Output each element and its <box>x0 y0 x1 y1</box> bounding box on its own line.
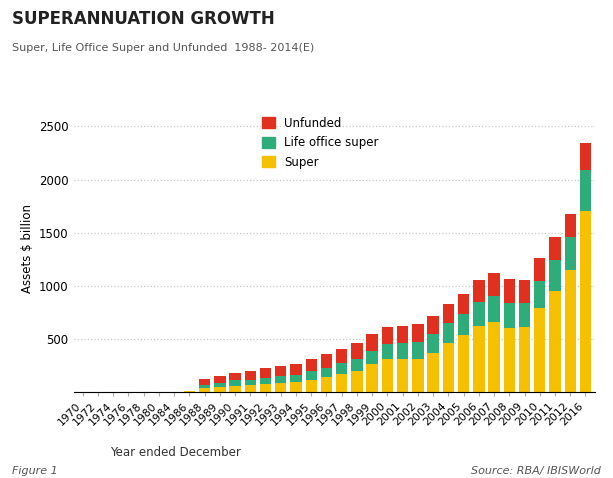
Bar <box>260 378 271 384</box>
Bar <box>397 343 408 359</box>
Bar <box>351 343 363 358</box>
Bar <box>321 377 332 392</box>
Bar <box>291 375 302 382</box>
Text: Figure 1: Figure 1 <box>12 466 58 476</box>
Bar <box>519 327 530 392</box>
Bar <box>199 388 210 392</box>
Bar <box>549 237 561 261</box>
Bar <box>367 350 378 364</box>
Bar <box>503 303 515 328</box>
Bar <box>245 385 256 392</box>
Bar <box>245 380 256 385</box>
Bar <box>291 364 302 375</box>
Bar <box>351 358 363 371</box>
Bar <box>305 371 317 380</box>
Text: Year ended December: Year ended December <box>110 446 241 459</box>
Bar <box>214 387 226 392</box>
Bar <box>305 359 317 371</box>
Bar <box>458 314 470 335</box>
Bar <box>427 316 439 335</box>
Bar <box>412 325 424 342</box>
Bar <box>382 326 393 344</box>
Bar <box>534 281 546 308</box>
Y-axis label: Assets $ billion: Assets $ billion <box>20 204 34 293</box>
Bar <box>229 386 241 392</box>
Bar <box>580 143 591 170</box>
Bar <box>305 380 317 392</box>
Bar <box>367 334 378 350</box>
Bar <box>351 371 363 392</box>
Bar <box>443 304 454 323</box>
Bar <box>382 344 393 359</box>
Bar <box>534 258 546 281</box>
Bar <box>229 380 241 386</box>
Bar <box>397 326 408 343</box>
Bar <box>199 385 210 388</box>
Bar <box>473 326 484 392</box>
Bar <box>565 214 576 237</box>
Bar <box>199 379 210 385</box>
Bar <box>336 349 348 363</box>
Bar <box>473 281 484 302</box>
Bar <box>275 366 286 376</box>
Bar <box>489 273 500 295</box>
Bar <box>229 372 241 380</box>
Bar <box>397 359 408 392</box>
Bar <box>443 343 454 392</box>
Bar <box>427 335 439 353</box>
Text: Source: RBA/ IBISWorld: Source: RBA/ IBISWorld <box>471 466 601 476</box>
Bar <box>519 281 530 303</box>
Bar <box>458 294 470 314</box>
Bar <box>473 302 484 326</box>
Bar <box>291 382 302 392</box>
Bar <box>503 279 515 303</box>
Bar <box>412 359 424 392</box>
Bar <box>443 323 454 343</box>
Text: Super, Life Office Super and Unfunded  1988- 2014(E): Super, Life Office Super and Unfunded 19… <box>12 43 314 53</box>
Bar <box>549 261 561 291</box>
Bar <box>321 354 332 368</box>
Bar <box>458 335 470 392</box>
Bar <box>489 295 500 322</box>
Bar <box>184 391 195 392</box>
Bar <box>412 342 424 359</box>
Bar <box>549 291 561 392</box>
Bar <box>382 359 393 392</box>
Bar <box>275 383 286 392</box>
Bar <box>275 376 286 383</box>
Bar <box>321 368 332 377</box>
Bar <box>245 370 256 380</box>
Bar <box>580 211 591 392</box>
Bar <box>367 364 378 392</box>
Bar <box>260 368 271 378</box>
Bar <box>565 237 576 270</box>
Bar <box>214 382 226 387</box>
Bar <box>565 270 576 392</box>
Bar <box>427 353 439 392</box>
Legend: Unfunded, Life office super, Super: Unfunded, Life office super, Super <box>262 117 379 169</box>
Bar <box>580 170 591 211</box>
Bar <box>503 328 515 392</box>
Bar <box>534 308 546 392</box>
Bar <box>336 374 348 392</box>
Bar <box>214 376 226 382</box>
Bar <box>519 303 530 327</box>
Bar <box>489 322 500 392</box>
Bar <box>336 363 348 374</box>
Text: SUPERANNUATION GROWTH: SUPERANNUATION GROWTH <box>12 10 275 28</box>
Bar <box>260 384 271 392</box>
